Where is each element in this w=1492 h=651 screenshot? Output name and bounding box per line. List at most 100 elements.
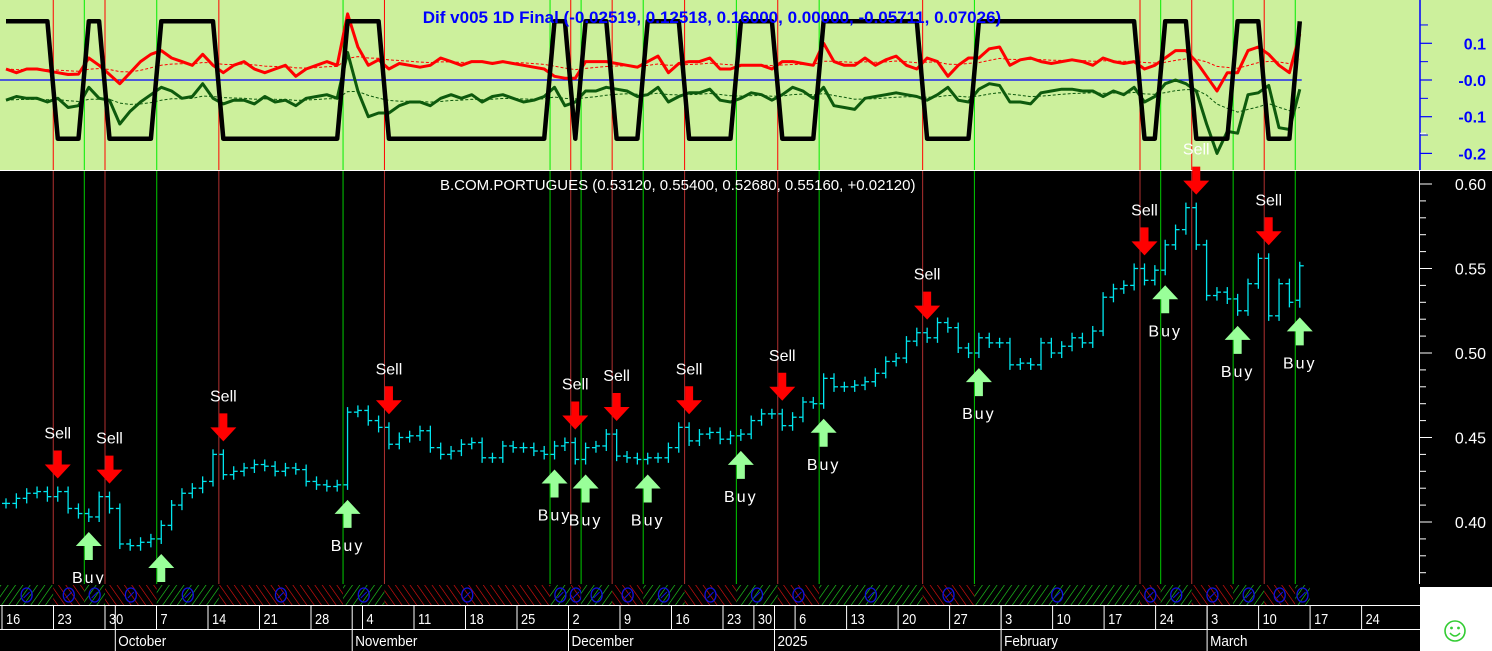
time-axis[interactable]: 16 23 30 7 14 21 28 4 11 18 25 2 9 16 23 30 6 13 20 27 3 10 17… bbox=[0, 605, 1420, 651]
price-bar bbox=[674, 422, 683, 453]
sell-signal: Sell bbox=[44, 426, 71, 479]
price-bar bbox=[1212, 287, 1221, 301]
sell-signal: Sell bbox=[210, 388, 237, 442]
price-bar bbox=[767, 408, 776, 419]
price-bar bbox=[705, 427, 714, 440]
red-indicator-line bbox=[5, 12, 1302, 93]
state-marker-slash bbox=[624, 591, 632, 599]
buy-signal: Buy bbox=[807, 418, 838, 474]
buy-arrow-icon bbox=[75, 532, 102, 560]
sell-arrow-icon bbox=[562, 401, 589, 430]
price-bar bbox=[353, 405, 362, 418]
price-bar bbox=[985, 332, 994, 348]
week-label: 4 bbox=[367, 610, 374, 627]
status-corner[interactable] bbox=[1420, 584, 1492, 651]
price-bar bbox=[426, 425, 435, 453]
price-bar bbox=[1068, 332, 1077, 352]
state-marker-slash bbox=[867, 591, 875, 599]
price-bar bbox=[33, 486, 42, 499]
price-bar bbox=[1088, 325, 1097, 348]
price-bar bbox=[126, 538, 135, 551]
price-bar bbox=[115, 503, 124, 550]
week-label: 24 bbox=[1366, 610, 1380, 627]
price-bar bbox=[695, 429, 704, 446]
state-marker-icon bbox=[590, 587, 603, 603]
price-bar bbox=[467, 437, 476, 450]
buy-label: Buy bbox=[538, 507, 572, 524]
price-bar bbox=[384, 422, 393, 450]
price-bar bbox=[74, 503, 83, 519]
price-bar bbox=[1037, 337, 1045, 370]
week-label: 6 bbox=[799, 610, 806, 627]
price-bar bbox=[1016, 358, 1025, 370]
state-marker-icon bbox=[864, 587, 878, 603]
price-bar bbox=[333, 479, 342, 492]
price-panel[interactable]: Sell Buy Sell Buy Sell Buy Sell Buy Sell Buy Sell B… bbox=[0, 132, 1492, 609]
state-marker-icon bbox=[1273, 587, 1286, 603]
state-marker-slash bbox=[65, 591, 73, 599]
price-bar bbox=[881, 356, 890, 379]
state-marker-circle bbox=[1144, 587, 1157, 603]
price-bar bbox=[136, 537, 145, 551]
price-bar bbox=[105, 491, 114, 514]
price-bar bbox=[871, 368, 880, 387]
sell-signal: Sell bbox=[96, 431, 123, 484]
indicator-tick-label: 0.1 bbox=[1464, 36, 1486, 53]
price-bar bbox=[157, 520, 166, 544]
signal-markers: Sell Buy Sell Buy Sell Buy Sell Buy Sell Buy Sell B… bbox=[44, 142, 1314, 609]
price-bar bbox=[529, 442, 538, 457]
price-tick-label: 0.45 bbox=[1455, 431, 1486, 448]
buy-arrow-icon bbox=[541, 469, 568, 498]
sell-label: Sell bbox=[562, 377, 589, 394]
buy-signal: Buy bbox=[538, 469, 572, 524]
price-bar bbox=[260, 459, 269, 472]
month-label: November bbox=[355, 633, 417, 650]
week-label: 18 bbox=[470, 610, 484, 627]
price-bar bbox=[447, 445, 456, 460]
price-bar bbox=[1005, 337, 1014, 370]
month-label: December bbox=[572, 633, 634, 650]
buy-label: Buy bbox=[962, 406, 996, 423]
state-marker-slash bbox=[1172, 591, 1180, 599]
sell-label: Sell bbox=[376, 361, 403, 378]
sell-signal: Sell bbox=[676, 361, 702, 415]
state-marker-slash bbox=[572, 591, 580, 599]
state-marker-slash bbox=[1209, 591, 1216, 599]
week-label: 2 bbox=[573, 610, 580, 627]
smiley-icon[interactable] bbox=[1444, 620, 1466, 642]
state-marker-icon bbox=[554, 587, 567, 603]
state-marker-slash bbox=[23, 591, 30, 599]
sell-arrow-icon bbox=[96, 455, 123, 484]
state-marker-circle bbox=[657, 587, 671, 603]
state-marker-icon bbox=[1051, 587, 1064, 603]
state-marker-icon bbox=[657, 587, 671, 603]
week-label: 16 bbox=[6, 610, 20, 627]
price-panel-background bbox=[0, 171, 1420, 584]
week-label: 24 bbox=[1160, 610, 1174, 627]
week-label: 20 bbox=[902, 610, 916, 627]
indicator-tick-label: -0.0 bbox=[1458, 73, 1486, 90]
month-label: February bbox=[1004, 633, 1059, 650]
week-label: 14 bbox=[212, 610, 226, 627]
week-labels: 16 23 30 7 14 21 28 4 11 18 25 2 9 16 23 30 6 13 20 27 3 10 17… bbox=[1, 606, 1380, 629]
price-bar bbox=[322, 479, 331, 492]
price-bar bbox=[1140, 263, 1149, 286]
sell-arrow-icon bbox=[769, 372, 796, 401]
price-tick-label: 0.55 bbox=[1455, 262, 1486, 279]
month-label: 2025 bbox=[778, 633, 808, 650]
state-marker-slash bbox=[1053, 591, 1061, 599]
state-marker-icon bbox=[621, 587, 634, 603]
indicator-panel[interactable]: Dif v005 1D Final (-0.02519, 0.12518, 0.… bbox=[0, 0, 1492, 170]
sell-signal: Sell bbox=[562, 377, 589, 430]
week-label: 23 bbox=[727, 610, 741, 627]
price-bar bbox=[850, 380, 859, 392]
state-marker-slash bbox=[127, 591, 135, 599]
week-label: 17 bbox=[1314, 610, 1328, 627]
price-bar bbox=[798, 396, 807, 423]
state-marker-icon bbox=[62, 587, 75, 603]
state-marker-circle bbox=[590, 587, 603, 603]
state-marker-slash bbox=[795, 591, 802, 599]
state-marker-circle bbox=[1206, 587, 1219, 603]
state-marker-icon bbox=[792, 587, 805, 603]
sell-signal: Sell bbox=[603, 368, 630, 422]
